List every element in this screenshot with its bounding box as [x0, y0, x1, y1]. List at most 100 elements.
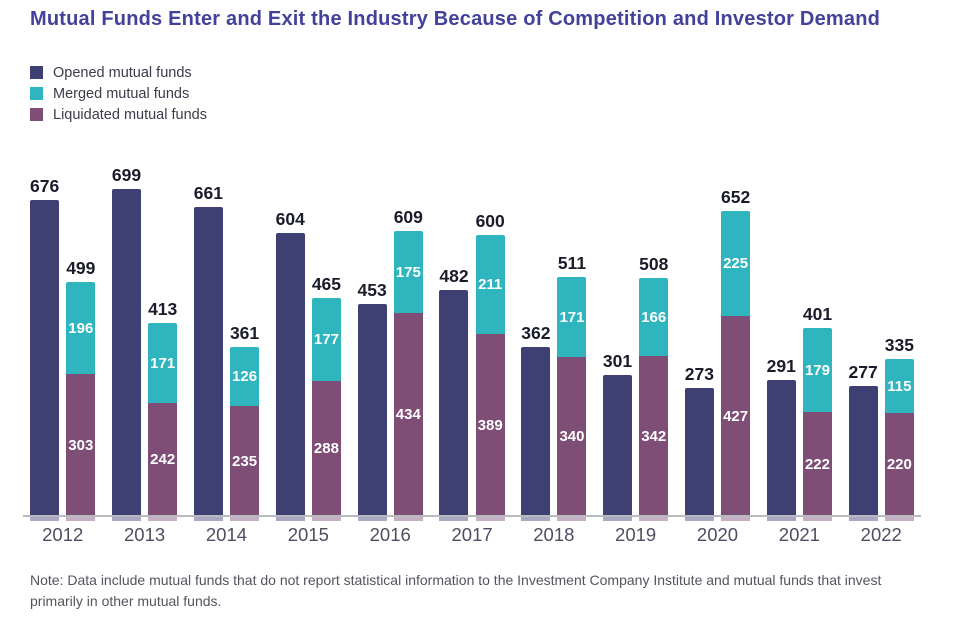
liquidated-value-label: 288	[313, 440, 339, 457]
stacked-bar: 175 434	[393, 231, 423, 521]
liquidated-value-label: 340	[559, 428, 585, 445]
bar-pair-2018: 362 511 171 340	[521, 160, 587, 521]
stacked-column-2021: 401 179 222	[802, 304, 833, 521]
merged-segment: 171	[148, 323, 178, 403]
stacked-total-label: 465	[311, 274, 342, 294]
bar-group-2018: 362 511 171 340 2018	[521, 160, 587, 546]
bar-pair-2014: 661 361 126 235	[193, 160, 260, 521]
bar-pair-2017: 482 600 211 389	[439, 160, 505, 521]
year-label-2013: 2013	[124, 524, 166, 545]
stacked-total-label: 499	[66, 258, 96, 278]
stacked-total-label: 361	[229, 323, 260, 343]
opened-bar	[848, 386, 878, 521]
chart-area: 676 499 196 303 2012 699 413 171 242 2013 661 361 12…	[23, 160, 921, 546]
stacked-bar: 171 340	[557, 277, 587, 521]
stacked-bar: 211 389	[475, 235, 505, 521]
liquidated-segment: 303	[66, 374, 96, 516]
year-label-2012: 2012	[42, 524, 84, 545]
merged-segment: 179	[802, 328, 832, 412]
stacked-bar: 225 427	[721, 211, 751, 521]
opened-bar-shadow	[357, 516, 387, 521]
opened-bar	[30, 200, 60, 521]
liquidated-segment: 235	[230, 406, 260, 516]
opened-bar-shadow	[521, 516, 551, 521]
opened-column-2017: 482	[439, 266, 469, 521]
stacked-total-label: 609	[393, 207, 423, 227]
year-label-2019: 2019	[615, 524, 657, 545]
opened-total-label: 699	[111, 165, 142, 185]
opened-column-2013: 699	[111, 165, 142, 521]
stacked-total-label: 511	[557, 253, 587, 273]
bar-group-2019: 301 508 166 342 2019	[603, 160, 668, 546]
merged-value-label: 196	[68, 319, 94, 337]
merged-segment: 166	[639, 278, 669, 356]
stacked-total-label: 508	[639, 254, 669, 274]
liquidated-segment: 340	[557, 357, 587, 516]
stacked-column-2020: 652 225 427	[721, 187, 751, 521]
opened-bar-shadow	[275, 516, 305, 521]
stacked-column-2015: 465 177 288	[311, 274, 342, 521]
liquidated-value-label: 222	[804, 455, 830, 473]
opened-total-label: 661	[193, 183, 223, 203]
stacked-total-label: 401	[802, 304, 833, 324]
stacked-bar-shadow	[66, 516, 96, 521]
stacked-total-label: 335	[884, 335, 914, 355]
merged-value-label: 211	[478, 276, 503, 293]
stacked-total-label: 652	[721, 187, 751, 207]
opened-column-2020: 273	[684, 364, 714, 521]
opened-total-label: 273	[684, 364, 714, 384]
year-label-2017: 2017	[451, 524, 493, 545]
stacked-total-label: 600	[475, 211, 505, 231]
bar-pair-2015: 604 465 177 288	[275, 160, 342, 521]
chart-plot: 676 499 196 303 2012 699 413 171 242 2013 661 361 12…	[23, 160, 921, 546]
merged-value-label: 177	[313, 331, 339, 348]
opened-total-label: 362	[521, 323, 551, 343]
stacked-column-2013: 413 171 242	[148, 299, 178, 521]
stacked-column-2012: 499 196 303	[66, 258, 96, 521]
x-axis-line	[23, 515, 921, 517]
bar-group-2017: 482 600 211 389 2017	[439, 160, 504, 546]
year-label-2014: 2014	[205, 524, 248, 545]
stacked-bar: 115 220	[884, 359, 914, 521]
bar-pair-2019: 301 508 166 342	[603, 160, 669, 521]
merged-value-label: 171	[150, 354, 176, 372]
liquidated-segment: 389	[475, 334, 505, 516]
merged-value-label: 115	[887, 377, 912, 395]
opened-bar	[766, 380, 796, 521]
opened-column-2018: 362	[521, 323, 551, 521]
merged-value-label: 166	[641, 308, 667, 326]
merged-segment: 177	[311, 298, 341, 381]
bar-group-2016: 453 609 175 434 2016	[358, 160, 423, 546]
footnote: Note: Data include mutual funds that do …	[30, 572, 882, 609]
legend-item-liquidated: Liquidated mutual funds	[30, 104, 207, 125]
stacked-bar: 196 303	[66, 282, 96, 521]
opened-bar	[357, 304, 387, 521]
stacked-column-2014: 361 126 235	[229, 323, 260, 521]
liquidated-value-label: 389	[477, 416, 503, 434]
opened-total-label: 277	[848, 362, 878, 382]
opened-bar	[684, 388, 714, 521]
merged-value-label: 225	[723, 255, 749, 272]
stacked-bar: 126 235	[230, 347, 260, 521]
opened-bar	[439, 290, 469, 521]
merged-segment: 211	[475, 235, 505, 334]
year-label-2022: 2022	[860, 524, 902, 545]
legend-swatch-opened-icon	[30, 66, 43, 79]
bar-pair-2012: 676 499 196 303	[30, 160, 96, 521]
merged-segment: 196	[66, 282, 96, 374]
opened-total-label: 482	[439, 266, 469, 286]
liquidated-value-label: 303	[68, 436, 94, 454]
liquidated-segment: 220	[884, 413, 914, 516]
liquidated-segment: 342	[639, 356, 669, 516]
opened-bar-shadow	[603, 516, 633, 521]
year-label-2020: 2020	[696, 524, 739, 545]
legend-item-opened: Opened mutual funds	[30, 62, 207, 83]
legend: Opened mutual funds Merged mutual funds …	[30, 62, 207, 125]
bar-pair-2016: 453 609 175 434	[357, 160, 423, 521]
opened-column-2016: 453	[357, 280, 387, 521]
liquidated-value-label: 434	[395, 406, 421, 423]
opened-bar	[521, 347, 551, 521]
opened-bar	[275, 233, 305, 521]
stacked-bar-shadow	[884, 516, 914, 521]
